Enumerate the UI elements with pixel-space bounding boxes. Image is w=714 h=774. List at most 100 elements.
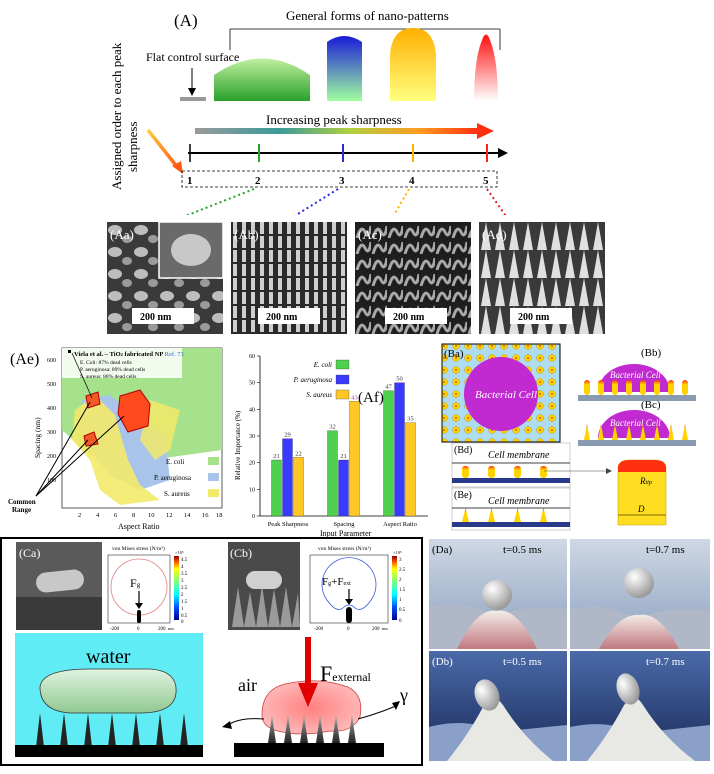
ca-xtick: 200	[158, 627, 166, 632]
ca-cbar-tick: 0.5	[181, 614, 188, 619]
viela-title: Viela et al. – TiO2 fabricated NP Ref. 7…	[74, 351, 184, 358]
peak-shape-sharp	[474, 34, 498, 101]
bc-pillars	[578, 424, 696, 446]
ca-stress-title: von Mises stress (N/m²)	[112, 545, 165, 552]
be-pillars	[452, 508, 570, 527]
panel-a-label: (A)	[174, 11, 198, 30]
ca-xtick: -200	[110, 627, 120, 632]
af-legend-label: P. aeruginosa	[293, 376, 333, 384]
af-data-label: 21	[273, 453, 280, 460]
panel-b-schematics: (Ba) Bacterial Cell (Bb) Bacterial Cell …	[441, 343, 696, 531]
order-1: 1	[187, 175, 193, 187]
sem-panel-ad: (Ad) 200 nm	[479, 222, 605, 334]
ae-ytick-300: 300	[47, 430, 56, 436]
af-legend-swatch	[335, 389, 350, 400]
af-bar	[383, 390, 394, 517]
af-bar	[282, 438, 293, 517]
sharpness-gradient-bar	[195, 128, 477, 134]
da-frame-2: t=0.7 ms	[570, 539, 710, 649]
ca-cbar-tick: 2.5	[181, 586, 188, 591]
ba-cell-label: Bacterial Cell	[475, 389, 537, 401]
af-ylabel: Relative Importance (%)	[234, 410, 242, 480]
ca-cbar-tick: 3.5	[181, 572, 188, 577]
af-xlabel: Input Parameter	[320, 529, 372, 538]
order-4: 4	[409, 175, 415, 187]
bd-pillars	[452, 466, 570, 483]
db-label: (Db)	[432, 656, 453, 668]
d-label: D	[637, 504, 645, 514]
assigned-order-label: Assigned order to each peak	[109, 42, 124, 190]
af-legend-label: E. coli	[313, 361, 332, 369]
bb-label: (Bb)	[641, 347, 662, 359]
increasing-sharpness-label: Increasing peak sharpness	[266, 112, 402, 127]
viela-line-2: P. aeruginosa: 89% dead cells	[80, 367, 145, 373]
af-bar	[293, 457, 304, 517]
af-axes: 0 10 20 30 40 50 60 Peak Sharpness Spacing Aspect…	[249, 354, 428, 528]
af-ytick-label: 50	[249, 381, 255, 387]
ca-colorbar	[174, 556, 179, 620]
legend-e-coli: E. coli	[166, 458, 184, 466]
ca-xtick: 0	[137, 627, 140, 632]
panel-a-diagram: (A) General forms of nano-patterns Flat …	[109, 8, 508, 215]
panel-d-simulations: (Da) t=0.5 ms t=0.7 ms (Db) t=0.5 ms t=0…	[427, 537, 712, 770]
panel-ae-range-plot: (Ae) Viela et al. – TiO2 fabricated NP R…	[8, 347, 223, 531]
cb-cbar-tick: 0	[399, 619, 402, 624]
af-ytick-label: 10	[249, 487, 255, 493]
flat-control-label: Flat control surface	[146, 50, 239, 64]
cb-cell-outline	[321, 557, 377, 610]
be-label: (Be)	[454, 490, 472, 501]
f-external-arrow	[305, 637, 311, 687]
af-data-label: 22	[295, 450, 302, 457]
sem-ab-label: (Ab)	[234, 227, 259, 242]
af-bar	[349, 401, 360, 517]
common-range-1	[85, 391, 101, 409]
water-spikes	[15, 713, 203, 757]
af-category-label: Peak Sharpness	[268, 521, 309, 528]
region-s-aureus-2	[140, 400, 180, 460]
sem-aa-label: (Aa)	[110, 227, 134, 242]
sem-aa-scale: 200 nm	[140, 312, 172, 323]
cb-cbar-tick: 1.5	[399, 588, 406, 593]
db-time-2: t=0.7 ms	[646, 656, 685, 668]
da-label: (Da)	[432, 544, 452, 556]
panel-ae-label: (Ae)	[10, 351, 39, 368]
peak-shape-pillar	[327, 36, 362, 101]
af-bar	[394, 382, 405, 517]
flat-control-surface	[180, 97, 206, 101]
cb-colorbar-ticks: 3 2.5 2 1.5 1 0.5 0	[399, 558, 406, 624]
af-ytick-label: 60	[249, 354, 255, 360]
r-tip-label: Rtip	[639, 476, 652, 486]
ae-xtick: 2	[78, 512, 81, 519]
cb-exp: ×10⁵	[393, 550, 402, 555]
sem-ad-scale: 200 nm	[518, 312, 550, 323]
af-data-label: 35	[407, 416, 414, 423]
bb-pillars	[578, 380, 696, 401]
ae-ytick-500: 500	[47, 382, 56, 388]
air-spikes	[234, 715, 384, 757]
cb-xtick: -200	[314, 627, 324, 632]
af-ytick-label: 0	[252, 514, 255, 520]
ae-ytick-100: 100	[47, 478, 56, 484]
ba-bacterial-cell	[464, 357, 538, 431]
gamma-label: γ	[399, 685, 408, 705]
af-data-label: 50	[396, 376, 403, 383]
ca-label: (Ca)	[19, 546, 40, 560]
assigned-order-label-2: sharpness	[125, 121, 140, 172]
assigned-order-arrow	[146, 128, 180, 170]
af-data-label: 29	[284, 432, 291, 439]
af-legend-swatch	[335, 359, 350, 370]
peak-shape-flat-dome	[214, 58, 310, 101]
panel-c-simulations: (Ca) von Mises stress (N/m²) Fg -200 0 2…	[2, 539, 421, 764]
legend-p-aeruginosa: P. aeruginosa	[154, 474, 192, 482]
order-2: 2	[255, 175, 261, 187]
sem-image-row: (Aa) 200 nm (Ab) 200 nm (Ac) 200 nm (Ad)…	[107, 222, 605, 334]
order-5: 5	[483, 175, 489, 187]
sem-ac-label: (Ac)	[358, 227, 382, 242]
order-3: 3	[339, 175, 345, 187]
ae-xtick: 16	[202, 512, 209, 519]
ca-unit: nm	[168, 626, 174, 631]
sem-panel-ac: (Ac) 200 nm	[355, 222, 471, 334]
f-external-label: Fexternal	[320, 661, 372, 686]
af-bar	[405, 422, 416, 517]
water-bacterium	[39, 668, 177, 714]
